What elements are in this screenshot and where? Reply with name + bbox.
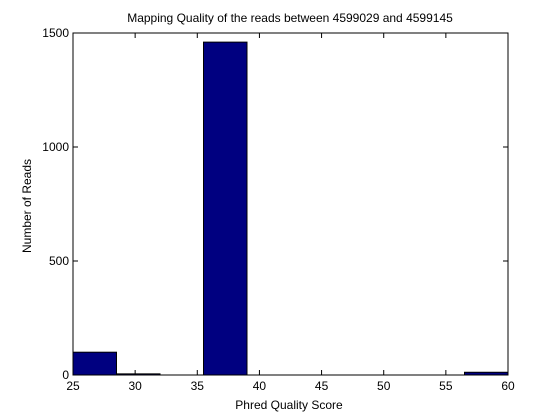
x-tick-label: 40 xyxy=(253,379,267,393)
x-tick-label: 60 xyxy=(501,379,515,393)
y-tick-label: 1000 xyxy=(42,140,69,154)
histogram-bar-4 xyxy=(203,41,248,376)
x-axis-title: Phred Quality Score xyxy=(235,398,343,412)
y-tick-label: 500 xyxy=(49,254,69,268)
x-tick-label: 25 xyxy=(66,379,80,393)
x-tick-label: 30 xyxy=(128,379,142,393)
y-tick-label: 0 xyxy=(62,368,69,382)
y-tick-label: 1500 xyxy=(42,26,69,40)
x-tick-label: 55 xyxy=(439,379,453,393)
x-tick-label: 45 xyxy=(315,379,329,393)
x-tick-label: 35 xyxy=(191,379,205,393)
histogram-bar-1 xyxy=(72,351,117,376)
y-axis-title: Number of Reads xyxy=(20,159,34,253)
plot-area: 25 30 35 40 45 50 55 60 0 500 1000 1500 xyxy=(42,26,515,393)
axes-frame xyxy=(72,32,509,376)
x-tick-label: 50 xyxy=(377,379,391,393)
chart-title: Mapping Quality of the reads between 459… xyxy=(127,11,453,25)
